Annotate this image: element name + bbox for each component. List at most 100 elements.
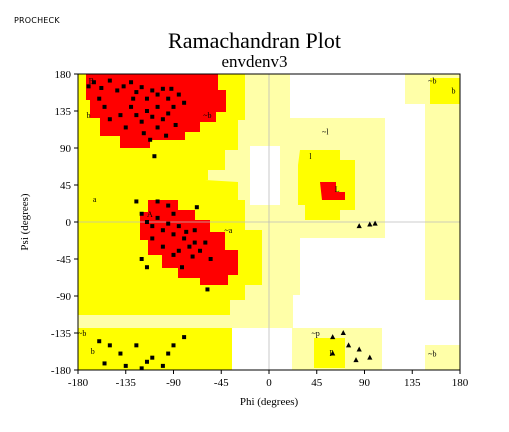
residue-point <box>173 122 178 127</box>
residue-point <box>160 244 165 249</box>
region-label: L <box>335 185 340 194</box>
residue-point <box>171 104 176 109</box>
y-tick-label: 0 <box>66 217 72 229</box>
generous-region-right-strip <box>425 95 460 300</box>
region-label: ~b <box>78 329 86 338</box>
x-tick-label: 180 <box>452 377 469 389</box>
residue-point <box>171 211 176 216</box>
program-name: PROCHECK <box>14 16 60 25</box>
residue-point <box>150 236 155 241</box>
region-label: A <box>147 210 153 219</box>
residue-point <box>144 96 149 101</box>
residue-point <box>182 335 187 340</box>
y-tick-label: -90 <box>56 291 71 303</box>
residue-point <box>91 80 96 85</box>
residue-point <box>187 244 192 249</box>
residue-point <box>155 92 160 97</box>
residue-point <box>192 228 197 233</box>
residue-point <box>131 96 136 101</box>
residue-point <box>141 131 146 136</box>
residue-point <box>139 119 144 124</box>
residue-point <box>166 221 171 226</box>
glycine-point <box>367 354 373 360</box>
residue-point <box>97 96 102 101</box>
residue-point <box>176 92 181 97</box>
residue-point <box>118 351 123 356</box>
residue-point <box>152 154 157 159</box>
residue-point <box>166 203 171 208</box>
x-axis: -180 -135 -90 -45 0 45 90 135 180 <box>68 370 469 389</box>
region-label: b <box>452 86 456 95</box>
residue-point <box>155 215 160 220</box>
residue-point <box>118 113 123 118</box>
region-label: ~p <box>311 329 319 338</box>
glycine-point <box>372 220 378 226</box>
residue-point <box>102 104 107 109</box>
residue-point <box>155 125 160 130</box>
residue-point <box>129 80 134 85</box>
residue-point <box>169 86 174 91</box>
y-tick-label: -135 <box>51 328 72 340</box>
glycine-point <box>353 357 359 363</box>
y-tick-label: -45 <box>56 254 71 266</box>
chart-title: Ramachandran Plot <box>168 28 341 53</box>
residue-point <box>150 355 155 360</box>
residue-point <box>176 224 181 229</box>
x-tick-label: 45 <box>311 377 323 389</box>
residue-point <box>107 343 112 348</box>
core-region-beta <box>86 74 226 148</box>
residue-point <box>160 117 165 122</box>
residue-point <box>86 84 91 89</box>
residue-point <box>190 254 195 259</box>
plot-header: PROCHECK Ramachandran Plot envdenv3 <box>0 0 509 80</box>
residue-point <box>134 90 139 95</box>
x-tick-label: -90 <box>166 377 181 389</box>
residue-point <box>148 137 153 142</box>
residue-point <box>144 359 149 364</box>
region-label: l <box>309 152 312 161</box>
residue-point <box>166 96 171 101</box>
residue-point <box>99 85 104 90</box>
residue-point <box>192 240 197 245</box>
residue-point <box>160 86 165 91</box>
allowed-region-p <box>314 338 345 368</box>
residue-point <box>129 104 134 109</box>
x-tick-label: -135 <box>116 377 137 389</box>
y-axis: 180 135 90 45 0 -45 -90 -135 -180 <box>51 69 78 377</box>
residue-point <box>171 343 176 348</box>
y-tick-label: 90 <box>60 143 72 155</box>
residue-point <box>198 248 203 253</box>
region-label: ~b <box>203 111 211 120</box>
region-label: ~b <box>428 350 436 359</box>
residue-point <box>164 133 169 138</box>
residue-point <box>107 78 112 83</box>
residue-point <box>184 229 189 234</box>
core-region-left-handed <box>320 182 345 200</box>
residue-point <box>150 88 155 93</box>
allowed-region-bottom <box>78 328 232 370</box>
x-axis-title: Phi (degrees) <box>240 396 299 408</box>
x-tick-label: -180 <box>68 377 89 389</box>
y-tick-label: -180 <box>51 365 72 377</box>
residue-point <box>144 109 149 113</box>
residue-point <box>160 228 165 233</box>
residue-point <box>123 125 128 130</box>
residue-point <box>171 252 176 257</box>
residue-point <box>150 114 155 119</box>
residue-point <box>134 199 139 204</box>
residue-point <box>179 265 184 270</box>
region-label: p <box>329 347 333 356</box>
region-label: ~b <box>428 77 436 86</box>
glycine-point <box>345 342 352 348</box>
residue-point <box>171 232 176 237</box>
residue-point <box>123 363 128 368</box>
x-tick-label: -45 <box>214 377 229 389</box>
x-tick-label: 135 <box>404 377 421 389</box>
residue-point <box>160 363 165 368</box>
glycine-point <box>356 223 362 229</box>
core-region-alpha <box>140 200 238 285</box>
region-label: ~l <box>322 128 329 137</box>
glycine-point <box>356 346 362 352</box>
residue-point <box>144 220 149 224</box>
